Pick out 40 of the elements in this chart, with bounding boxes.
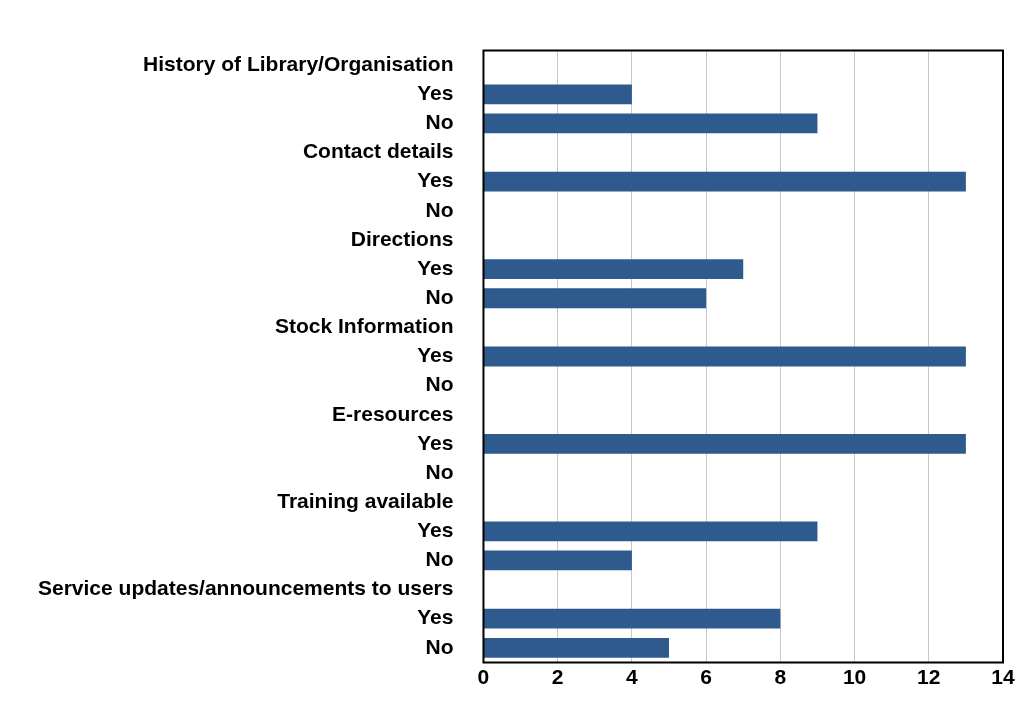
x-tick-label: 4 [626, 664, 639, 688]
y-tick-label: Yes [417, 255, 454, 279]
bar [483, 637, 670, 658]
bar [483, 550, 632, 571]
y-tick-label: Yes [417, 81, 454, 105]
y-tick-label: Yes [417, 430, 454, 454]
y-tick-label: No [425, 634, 454, 658]
y-tick-label: No [425, 372, 454, 396]
bar [483, 346, 966, 367]
y-tick-label: No [425, 110, 454, 134]
y-tick-label: Yes [417, 168, 454, 192]
bar [483, 113, 818, 134]
x-tick-label: 0 [477, 664, 490, 688]
y-tick-label: No [425, 459, 454, 483]
x-tick-label: 12 [917, 664, 941, 688]
x-tick-label: 8 [774, 664, 787, 688]
bar [483, 434, 966, 454]
y-tick-label: Directions [350, 226, 454, 250]
y-tick-label: No [425, 547, 454, 571]
y-tick-label: Yes [417, 518, 454, 542]
y-tick-label: Contact details [302, 139, 454, 163]
y-tick-label: No [425, 197, 454, 221]
y-tick-label: Stock Information [274, 314, 454, 338]
bar [483, 608, 781, 629]
bar [483, 259, 744, 280]
x-tick-label: 14 [991, 664, 1015, 688]
x-tick-label: 10 [842, 664, 867, 688]
y-tick-label: Training available [277, 488, 454, 512]
y-tick-label: History of Library/Organisation [143, 51, 454, 75]
y-tick-label: E-resources [332, 401, 454, 425]
bar [483, 84, 632, 105]
bar [483, 171, 966, 192]
x-tick-label: 6 [700, 664, 712, 688]
bar [483, 288, 707, 309]
bar [483, 521, 818, 542]
y-tick-label: No [425, 285, 454, 309]
y-tick-label: Yes [417, 605, 454, 629]
y-tick-label: Service updates/announcements to users [38, 576, 454, 600]
x-tick-label: 2 [551, 664, 564, 688]
y-tick-label: Yes [417, 343, 454, 367]
